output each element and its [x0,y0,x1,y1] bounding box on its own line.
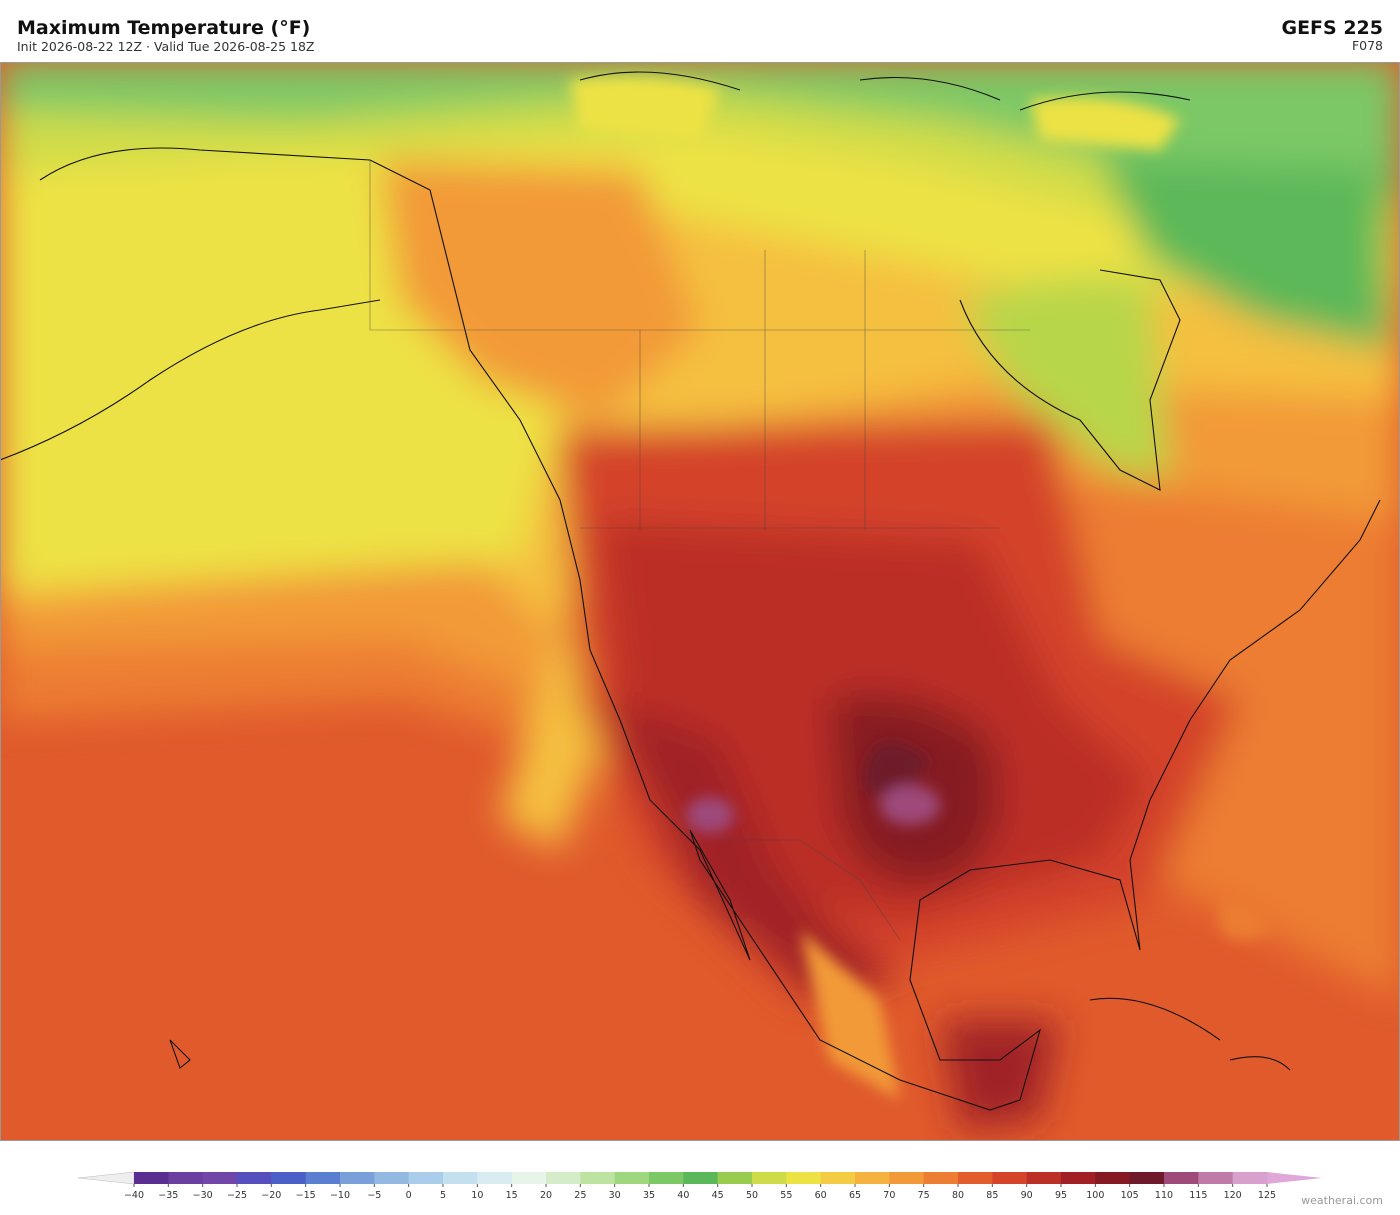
colorbar-bin [855,1172,890,1184]
model: GEFS 225 [1281,17,1383,39]
colorbar-label: 105 [1121,1190,1139,1201]
colorbar-bin [1232,1172,1268,1184]
colorbar-bin [992,1172,1028,1184]
colorbar-bin [1198,1172,1234,1184]
colorbar-label: 25 [574,1190,586,1201]
colorbar-bin [1164,1172,1199,1184]
colorbar-bin [271,1172,307,1184]
colorbar-bin [683,1172,719,1184]
colorbar-bin [443,1172,478,1184]
colorbar-bin [580,1172,616,1184]
colorbar-label: 120 [1224,1190,1242,1201]
forecast-hour: F078 [1352,38,1383,53]
colorbar-label: 30 [609,1190,621,1201]
colorbar-label: −30 [193,1190,213,1201]
colorbar-bin [374,1172,410,1184]
colorbar-label: 75 [918,1190,930,1201]
colorbar-label: 45 [712,1190,724,1201]
colorbar-label: 85 [986,1190,998,1201]
colorbar-bin [168,1172,204,1184]
colorbar-label: 90 [1021,1190,1033,1201]
colorbar-bin [786,1172,822,1184]
colorbar-bin [1026,1172,1062,1184]
colorbar-bin [477,1172,513,1184]
colorbar-label: 55 [780,1190,792,1201]
colorbar-label: −20 [261,1190,281,1201]
colorbar-label: 115 [1189,1190,1207,1201]
colorbar-bin [649,1172,684,1184]
colorbar-label: 0 [406,1190,412,1201]
colorbar-label: −10 [330,1190,350,1201]
colorbar-bin [511,1172,547,1184]
colorbar: −40 −35 −30 −25 −20 −15 −10 −5 0 5 10 15 20 25 30 35 40 4… [77,1171,1322,1201]
colorbar-bin [1061,1172,1096,1184]
colorbar-label: −25 [227,1190,247,1201]
colorbar-label: 65 [849,1190,861,1201]
colorbar-bin [408,1172,444,1184]
colorbar-label: 80 [952,1190,964,1201]
colorbar-extend-high [1267,1172,1322,1184]
colorbar-bin [134,1172,169,1184]
colorbar-label: 35 [643,1190,655,1201]
colorbar-bin [958,1172,993,1184]
colorbar-label: 110 [1155,1190,1173,1201]
colorbar-label: 20 [540,1190,552,1201]
colorbar-bin [1095,1172,1131,1184]
borders [369,160,1030,941]
colorbar-bin [889,1172,925,1184]
colorbar-label: 125 [1258,1190,1276,1201]
colorbar-label: 50 [746,1190,758,1201]
colorbar-label: 15 [506,1190,518,1201]
title: Maximum Temperature (°F) [17,17,310,39]
colorbar-label: 100 [1086,1190,1104,1201]
colorbar-label: −5 [367,1190,381,1201]
colorbar-label: 60 [815,1190,827,1201]
colorbar-bin [820,1172,856,1184]
colorbar-label: −40 [124,1190,144,1201]
colorbar-bin [614,1172,650,1184]
colorbar-bin [717,1172,753,1184]
colorbar-label: 5 [440,1190,446,1201]
colorbar-label: 10 [471,1190,483,1201]
coastlines [0,71,1381,1111]
colorbar-label: 70 [883,1190,895,1201]
credit: weatherai.com [1301,1194,1383,1207]
colorbar-label: 95 [1055,1190,1067,1201]
colorbar-bin [340,1172,375,1184]
colorbar-bin [546,1172,581,1184]
colorbar-bin [752,1172,787,1184]
map [0,62,1400,1140]
colorbar-bin [923,1172,959,1184]
colorbar-label: 40 [677,1190,689,1201]
colorbar-bin [1129,1172,1165,1184]
colorbar-bin [202,1172,238,1184]
colorbar-label: −35 [158,1190,178,1201]
colorbar-bin [305,1172,341,1184]
colorbar-label: −15 [296,1190,316,1201]
colorbar-extend-low [77,1171,135,1185]
colorbar-bin [237,1172,272,1184]
subtitle: Init 2026-08-22 12Z · Valid Tue 2026-08-… [17,39,314,54]
